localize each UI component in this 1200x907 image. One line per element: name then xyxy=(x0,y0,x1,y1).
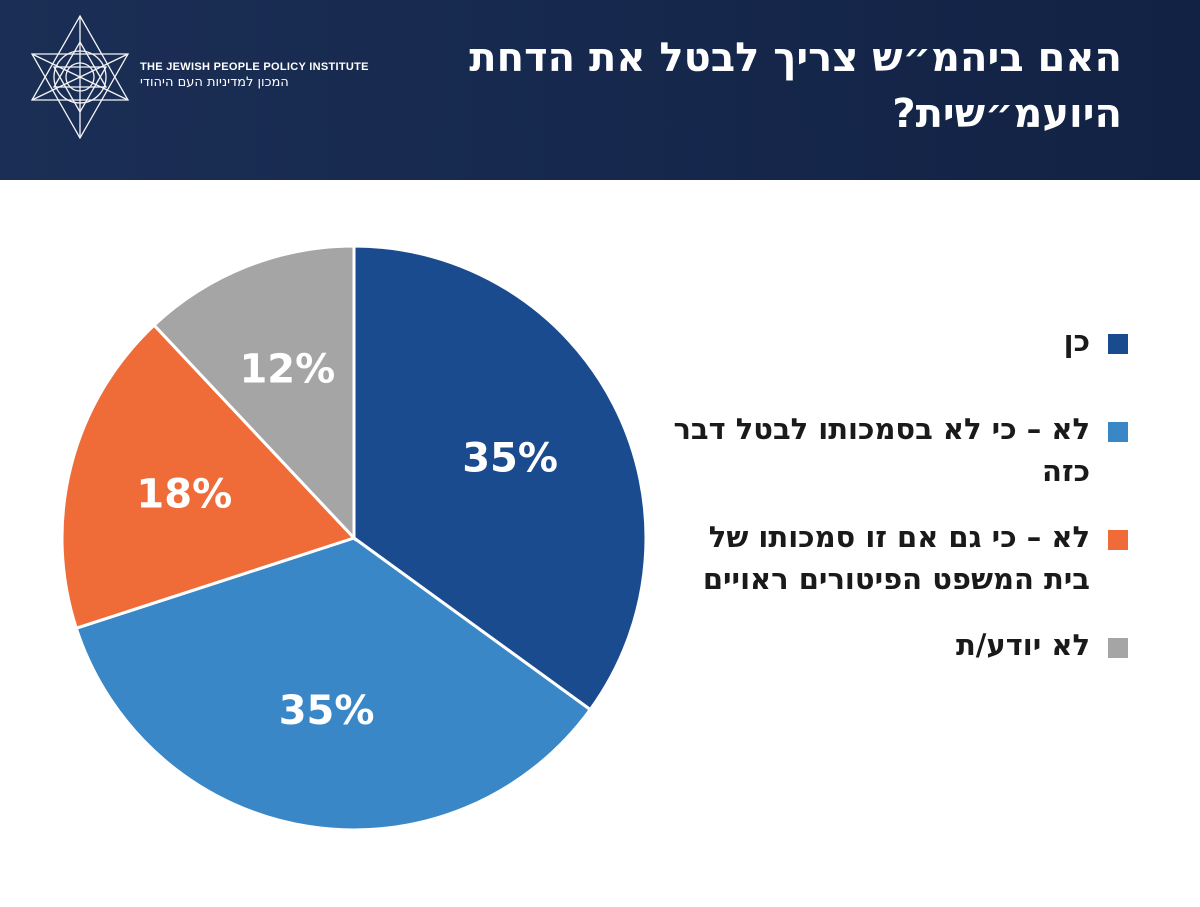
legend-swatch xyxy=(1108,638,1128,658)
data-label-3: 18% xyxy=(136,471,232,517)
star-of-david-logo-icon xyxy=(30,14,130,140)
legend-label: לא – כי גם אם זו סמכותו של בית המשפט הפי… xyxy=(702,520,1090,596)
legend-label: כן xyxy=(1063,324,1090,358)
data-label-2: 35% xyxy=(279,688,375,734)
data-label-1: 35% xyxy=(462,435,558,481)
pie-slice-4 xyxy=(151,244,356,542)
legend-item-3: לא – כי גם אם זו סמכותו של בית המשפט הפי… xyxy=(658,516,1128,600)
legend-swatch xyxy=(1108,422,1128,442)
legend-item-4: לא יודע/ת xyxy=(658,624,1128,666)
pie-slice-2 xyxy=(74,536,593,832)
legend-item-2: לא – כי לא בסמכותו לבטל דבר כזה xyxy=(658,408,1128,492)
legend-item-1: כן xyxy=(658,320,1128,362)
page-title: האם ביהמ״ש צריך לבטל את הדחת היועמ״שית? xyxy=(469,35,1122,137)
logo-name-english: The Jewish People Policy Institute xyxy=(140,61,369,73)
legend-swatch xyxy=(1108,334,1128,354)
legend-label: לא – כי לא בסמכותו לבטל דבר כזה xyxy=(673,412,1090,488)
logo-name-hebrew: המכון למדיניות העם היהודי xyxy=(140,75,289,90)
pie-slice-3 xyxy=(60,323,357,631)
pie-slice-1 xyxy=(352,244,648,712)
header-bar: The Jewish People Policy Institute המכון… xyxy=(0,0,1200,180)
data-label-4: 12% xyxy=(239,347,335,393)
logo-text: The Jewish People Policy Institute המכון… xyxy=(140,60,369,92)
jppi-logo: The Jewish People Policy Institute המכון… xyxy=(24,12,369,142)
legend-label: לא יודע/ת xyxy=(955,628,1090,662)
legend-swatch xyxy=(1108,530,1128,550)
pie-chart: 35% 35% 18% 12% xyxy=(60,244,648,832)
